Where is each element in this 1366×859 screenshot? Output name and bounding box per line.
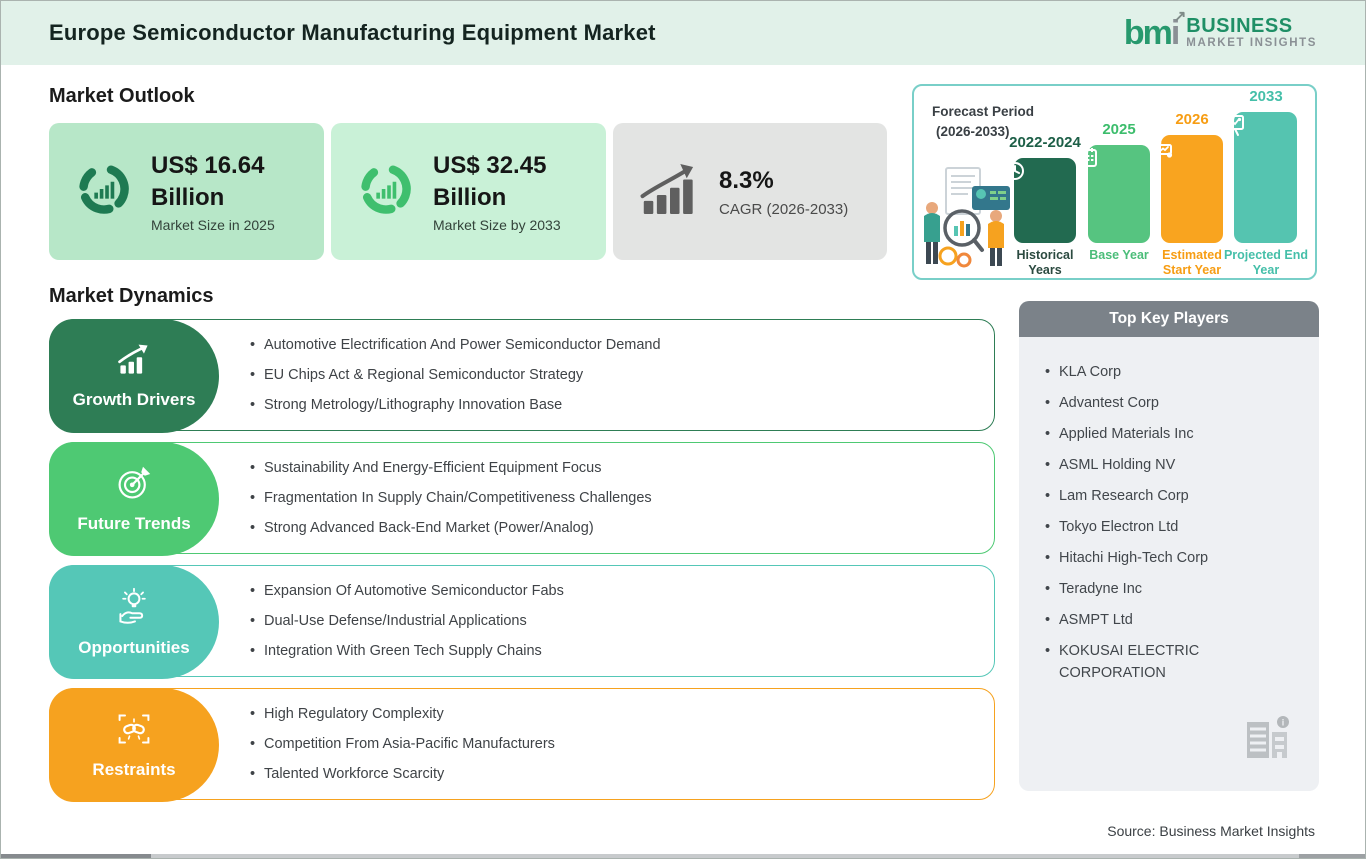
future-trends-bullets: Sustainability And Energy-Efficient Equi… xyxy=(250,453,652,543)
analysts-illustration xyxy=(920,164,1016,273)
opportunities-row: Opportunities Expansion Of Automotive Se… xyxy=(49,565,995,679)
future-trends-label: Future Trends xyxy=(77,513,191,533)
bullet-item: Fragmentation In Supply Chain/Competitiv… xyxy=(250,483,652,513)
player-item: Teradyne Inc xyxy=(1045,578,1280,600)
projected-end-year-caption: Projected End Year xyxy=(1223,248,1309,277)
svg-text:i: i xyxy=(1282,718,1285,728)
target-dart-icon xyxy=(116,465,152,506)
historical-years-caption: Historical Years xyxy=(1016,248,1074,277)
bullet-item: Integration With Green Tech Supply Chain… xyxy=(250,636,564,666)
bulb-hand-icon xyxy=(115,587,153,630)
growth-drivers-pill: Growth Drivers xyxy=(49,319,219,433)
opportunities-bullets: Expansion Of Automotive Semiconductor Fa… xyxy=(250,576,564,666)
bullet-item: Expansion Of Automotive Semiconductor Fa… xyxy=(250,576,564,606)
presentation-icon xyxy=(1224,115,1260,142)
player-item: Lam Research Corp xyxy=(1045,485,1280,507)
growth-arrow-icon xyxy=(115,343,153,382)
market-size-2025-label: Market Size in 2025 xyxy=(151,217,275,234)
growth-drivers-label: Growth Drivers xyxy=(72,389,196,409)
forecast-period-panel: Forecast Period (2026-2033) xyxy=(912,84,1317,280)
bullet-item: EU Chips Act & Regional Semiconductor St… xyxy=(250,360,661,390)
broken-chain-icon xyxy=(116,711,152,752)
logo-arrow-icon: ↗ xyxy=(1173,8,1187,25)
base-year-caption: Base Year xyxy=(1089,248,1149,262)
player-item: Advantest Corp xyxy=(1045,392,1280,414)
restraints-bullets: High Regulatory Complexity Competition F… xyxy=(250,699,555,789)
market-size-2025-card: US$ 16.64 Billion Market Size in 2025 xyxy=(49,123,324,260)
cagr-label: CAGR (2026-2033) xyxy=(719,200,849,218)
player-item: Applied Materials Inc xyxy=(1045,423,1280,445)
calendar-icon xyxy=(1079,148,1112,173)
forecast-year-base: 2025 xyxy=(1102,121,1136,138)
estimated-start-year-bar xyxy=(1148,135,1223,243)
forecast-title-line2: (2026-2033) xyxy=(936,124,1010,140)
scrollbar-thumb[interactable] xyxy=(1,854,151,858)
bullet-item: Automotive Electrification And Power Sem… xyxy=(250,330,661,360)
opportunities-label: Opportunities xyxy=(78,637,190,657)
logo-market-insights-text: MARKET INSIGHTS xyxy=(1186,37,1317,50)
logo-wordmark: BUSINESS MARKET INSIGHTS xyxy=(1186,15,1317,50)
bullet-item: Competition From Asia-Pacific Manufactur… xyxy=(250,729,555,759)
player-item: ASML Holding NV xyxy=(1045,454,1280,476)
bullet-item: Dual-Use Defense/Industrial Applications xyxy=(250,606,564,636)
player-item: ASMPT Ltd xyxy=(1045,609,1280,631)
bullet-item: Sustainability And Energy-Efficient Equi… xyxy=(250,453,652,483)
top-key-players-heading: Top Key Players xyxy=(1019,301,1319,337)
forecast-period-title: Forecast Period (2026-2033) xyxy=(932,102,1034,143)
opportunities-pill: Opportunities xyxy=(49,565,219,679)
logo-i-text: i xyxy=(1170,14,1181,52)
player-item: KOKUSAI ELECTRIC CORPORATION xyxy=(1045,640,1280,684)
gear-chart-icon xyxy=(1148,136,1187,163)
bullet-item: Talented Workforce Scarcity xyxy=(250,759,555,789)
restraints-row: Restraints High Regulatory Complexity Co… xyxy=(49,688,995,802)
player-item: Hitachi High-Tech Corp xyxy=(1045,547,1280,569)
estimated-start-year-caption: Estimated Start Year xyxy=(1162,248,1222,277)
logo-business-text: BUSINESS xyxy=(1186,15,1293,38)
scrollbar-end-segment xyxy=(1299,854,1365,858)
forecast-year-start: 2026 xyxy=(1175,111,1209,128)
bmi-logo: bmi ↗ BUSINESS MARKET INSIGHTS xyxy=(1123,9,1317,52)
forecast-year-historical: 2022-2024 xyxy=(1009,134,1081,151)
player-item: KLA Corp xyxy=(1045,361,1280,383)
logo-bm-text: bm xyxy=(1123,14,1173,52)
donut-chart-icon xyxy=(75,160,133,223)
bullet-item: High Regulatory Complexity xyxy=(250,699,555,729)
market-size-2025-value: US$ 16.64 Billion xyxy=(151,151,265,211)
restraints-label: Restraints xyxy=(92,759,176,779)
future-trends-row: Future Trends Sustainability And Energy-… xyxy=(49,442,995,556)
top-key-players-list: KLA Corp Advantest Corp Applied Material… xyxy=(1045,361,1299,684)
top-key-players-panel: Top Key Players KLA Corp Advantest Corp … xyxy=(1019,301,1319,791)
market-dynamics-heading: Market Dynamics xyxy=(49,285,214,307)
market-size-2033-card: US$ 32.45 Billion Market Size by 2033 xyxy=(331,123,606,260)
restraints-pill: Restraints xyxy=(49,688,219,802)
donut-chart-icon xyxy=(357,160,415,223)
bmi-logo-mark-icon: bmi ↗ xyxy=(1123,9,1186,52)
market-outlook-heading: Market Outlook xyxy=(49,85,195,107)
header-bar: Europe Semiconductor Manufacturing Equip… xyxy=(1,1,1365,65)
growth-drivers-row: Growth Drivers Automotive Electrificatio… xyxy=(49,319,995,433)
cagr-card: 8.3% CAGR (2026-2033) xyxy=(613,123,887,260)
history-clock-icon xyxy=(1004,162,1038,186)
forecast-year-end: 2033 xyxy=(1249,88,1283,105)
top-key-players-body: KLA Corp Advantest Corp Applied Material… xyxy=(1019,337,1319,791)
page-title: Europe Semiconductor Manufacturing Equip… xyxy=(49,20,656,45)
cagr-value: 8.3% xyxy=(719,167,774,195)
future-trends-pill: Future Trends xyxy=(49,442,219,556)
growth-drivers-bullets: Automotive Electrification And Power Sem… xyxy=(250,330,661,420)
market-size-2033-value: US$ 32.45 Billion xyxy=(433,151,547,211)
market-size-2033-label: Market Size by 2033 xyxy=(433,217,561,234)
bullet-item: Strong Metrology/Lithography Innovation … xyxy=(250,390,661,420)
historical-years-bar xyxy=(1004,158,1076,243)
bullet-item: Strong Advanced Back-End Market (Power/A… xyxy=(250,513,652,543)
growth-bars-icon xyxy=(639,160,701,223)
company-buildings-icon: i xyxy=(1241,712,1293,769)
forecast-title-line1: Forecast Period xyxy=(932,104,1035,119)
source-text: Source: Business Market Insights xyxy=(1107,823,1315,839)
projected-end-year-bar xyxy=(1224,112,1297,243)
horizontal-scrollbar[interactable] xyxy=(1,854,1365,858)
base-year-bar xyxy=(1079,145,1150,243)
player-item: Tokyo Electron Ltd xyxy=(1045,516,1280,538)
